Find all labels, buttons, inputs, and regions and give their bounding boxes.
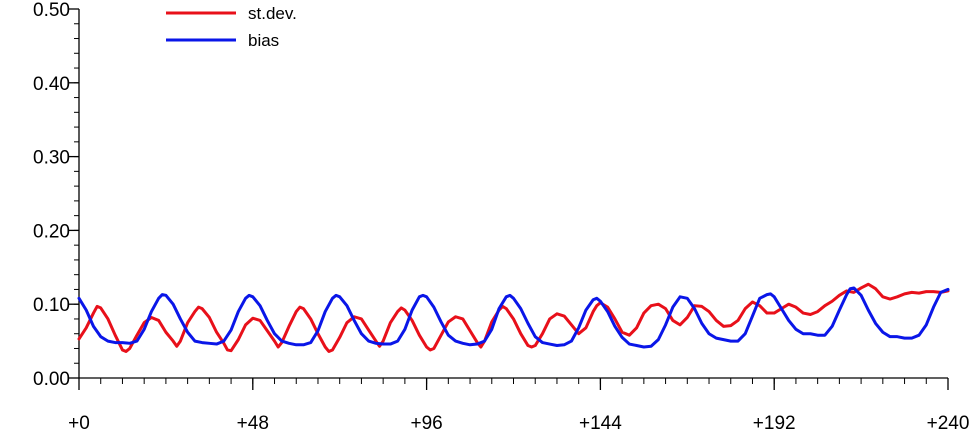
y-tick-label: 0.20 [33,221,70,242]
legend-label: st.dev. [248,4,297,23]
legend-label: bias [248,31,279,50]
y-tick-label: 0.50 [33,0,70,21]
y-tick-label: 0.00 [33,369,70,390]
minor-ticks [74,8,949,384]
series-line-bias [77,286,950,349]
y-tick-label: 0.40 [33,74,70,95]
x-tick-label: +48 [237,413,269,431]
x-tick-label: +0 [68,413,90,431]
x-tick-label: +240 [927,413,970,431]
chart-axes: 0.00 0.10 0.20 0.30 0.40 0.50 +0 +48 +96 +144 +19… [33,0,969,431]
y-ticks: 0.00 0.10 0.20 0.30 0.40 0.50 [33,0,79,390]
series-line-st-dev [77,282,950,353]
x-tick-label: +192 [753,413,796,431]
y-tick-label: 0.10 [33,295,70,316]
x-tick-label: +144 [579,413,622,431]
x-ticks: +0 +48 +96 +144 +192 +240 [68,378,969,431]
series-layer [77,282,950,353]
y-tick-label: 0.30 [33,148,70,169]
legend: st.dev. bias [166,4,297,50]
x-tick-label: +96 [410,413,442,431]
